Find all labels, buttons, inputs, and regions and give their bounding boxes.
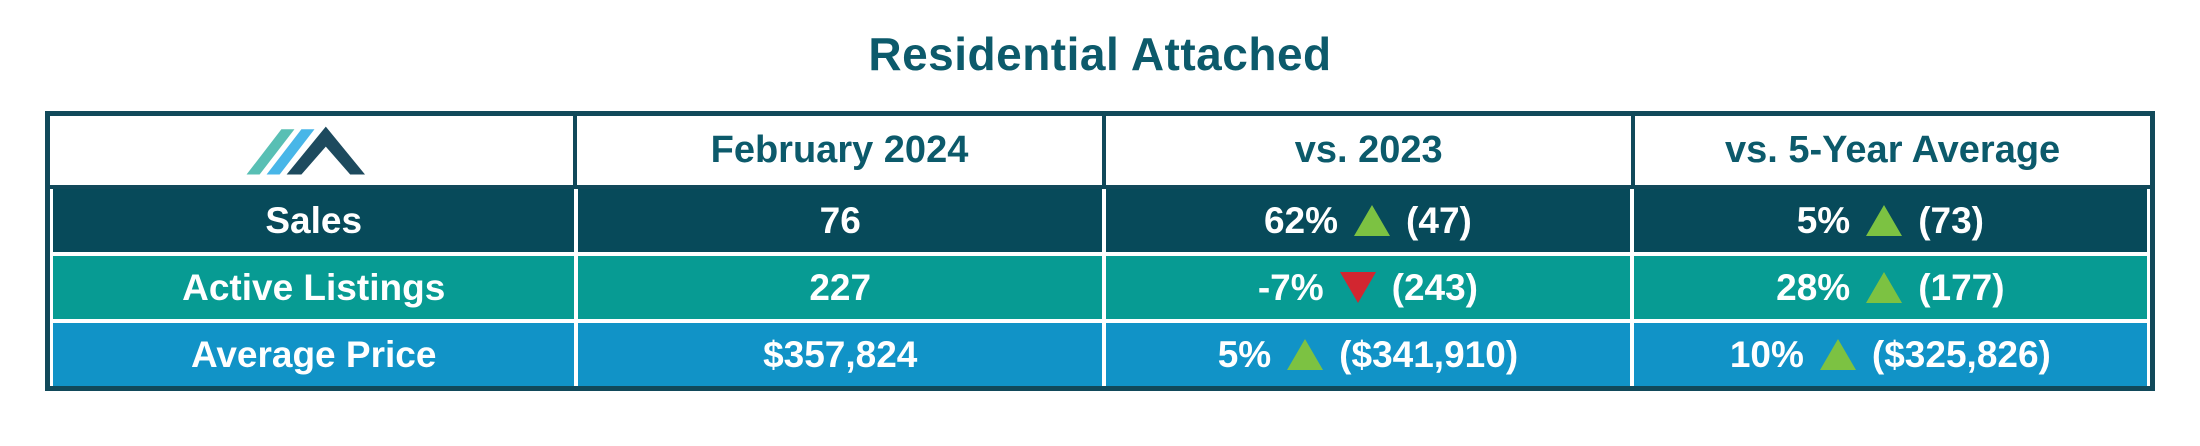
- reference-value: (47): [1406, 199, 1472, 241]
- pct-change: 5%: [1217, 333, 1272, 375]
- mountain-stripes-logo-icon: [246, 126, 366, 175]
- reference-value: (243): [1391, 266, 1479, 308]
- up-triangle-icon: [1866, 272, 1903, 303]
- active-listings-current-value: 227: [574, 256, 1102, 319]
- table-row-average-price: Average Price $357,824 5% ($341,910) 10%…: [50, 319, 2150, 386]
- reference-value: ($325,826): [1871, 333, 2051, 375]
- table-header-row: February 2024 vs. 2023 vs. 5-Year Averag…: [50, 116, 2150, 189]
- column-header-vs-5-year-average: vs. 5-Year Average: [1631, 116, 2150, 185]
- pct-change: 62%: [1263, 199, 1339, 241]
- page-title: Residential Attached: [868, 28, 1332, 80]
- header-cell-logo: [50, 116, 573, 185]
- active-listings-vs-5yr-cell: 28% (177): [1629, 256, 2147, 319]
- reference-value: (73): [1918, 199, 1985, 241]
- down-triangle-icon: [1339, 272, 1376, 303]
- sales-vs-5yr-cell: 5% (73): [1629, 189, 2147, 252]
- pct-change: 28%: [1776, 266, 1851, 308]
- average-price-vs-5yr-cell: 10% ($325,826): [1629, 323, 2147, 386]
- up-triangle-icon: [1287, 339, 1324, 370]
- sales-vs-2023-cell: 62% (47): [1102, 189, 1630, 252]
- row-label: Sales: [265, 199, 363, 241]
- up-triangle-icon: [1819, 339, 1856, 370]
- column-header-current-month: February 2024: [572, 116, 1102, 185]
- column-header-vs-2023: vs. 2023: [1102, 116, 1631, 185]
- pct-change: 10%: [1729, 333, 1804, 375]
- pct-change: -7%: [1257, 266, 1324, 308]
- average-price-vs-2023-cell: 5% ($341,910): [1102, 323, 1630, 386]
- active-listings-vs-2023-cell: -7% (243): [1102, 256, 1630, 319]
- table-row-active-listings: Active Listings 227 -7% (243) 28% (177): [50, 252, 2150, 319]
- row-label: Average Price: [190, 333, 437, 375]
- table-row-sales: Sales 76 62% (47) 5% (73): [50, 189, 2150, 252]
- reference-value: (177): [1918, 266, 2005, 308]
- reference-value: ($341,910): [1339, 333, 1519, 375]
- stats-table: February 2024 vs. 2023 vs. 5-Year Averag…: [45, 111, 2155, 391]
- pct-change: 5%: [1796, 199, 1851, 241]
- row-label: Active Listings: [182, 266, 446, 308]
- up-triangle-icon: [1866, 205, 1903, 236]
- sales-current-value: 76: [574, 189, 1102, 252]
- average-price-current-value: $357,824: [574, 323, 1102, 386]
- up-triangle-icon: [1354, 205, 1391, 236]
